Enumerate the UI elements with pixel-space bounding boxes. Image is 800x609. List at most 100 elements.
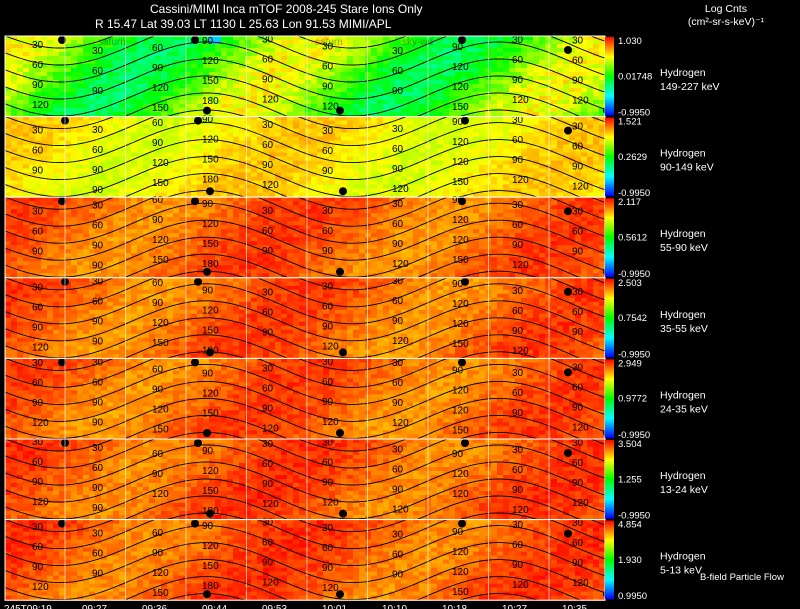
heatmap-cell bbox=[545, 176, 552, 182]
heatmap-cell bbox=[347, 217, 354, 222]
heatmap-cell bbox=[521, 116, 528, 122]
heatmap-cell bbox=[95, 40, 102, 45]
heatmap-cell bbox=[257, 124, 264, 130]
heatmap-cell bbox=[353, 56, 360, 61]
heatmap-cell bbox=[263, 72, 270, 77]
heatmap-cell bbox=[287, 148, 294, 154]
heatmap-cell bbox=[377, 68, 384, 73]
heatmap-cell bbox=[179, 100, 186, 105]
heatmap-cell bbox=[215, 128, 222, 134]
heatmap-cell bbox=[431, 108, 438, 113]
heatmap-cell bbox=[377, 100, 384, 105]
heatmap-cell bbox=[203, 192, 210, 198]
heatmap-cell bbox=[245, 213, 252, 218]
heatmap-cell bbox=[401, 60, 408, 65]
heatmap-cell bbox=[17, 180, 24, 186]
heatmap-cell bbox=[131, 201, 138, 206]
heatmap-cell bbox=[335, 124, 342, 130]
heatmap-cell bbox=[125, 52, 132, 57]
heatmap-cell bbox=[251, 184, 258, 190]
heatmap-cell bbox=[587, 52, 594, 57]
heatmap-cell bbox=[257, 84, 264, 89]
heatmap-cell bbox=[5, 144, 12, 150]
heatmap-cell bbox=[545, 192, 552, 198]
heatmap-cell bbox=[119, 92, 126, 97]
heatmap-cell bbox=[539, 176, 546, 182]
heatmap-cell bbox=[203, 104, 210, 109]
heatmap-cell bbox=[89, 108, 96, 113]
heatmap-cell bbox=[287, 120, 294, 126]
heatmap-cell bbox=[275, 80, 282, 85]
heatmap-cell bbox=[83, 184, 90, 190]
heatmap-cell bbox=[461, 184, 468, 190]
heatmap-cell bbox=[365, 168, 372, 174]
heatmap-cell bbox=[227, 192, 234, 198]
heatmap-cell bbox=[125, 48, 132, 53]
heatmap-cell bbox=[251, 197, 258, 202]
heatmap-cell bbox=[449, 164, 456, 170]
heatmap-cell bbox=[239, 60, 246, 65]
heatmap-cell bbox=[275, 120, 282, 126]
heatmap-cell bbox=[323, 128, 330, 134]
heatmap-cell bbox=[191, 44, 198, 49]
heatmap-cell bbox=[65, 213, 72, 218]
heatmap-cell bbox=[143, 100, 150, 105]
heatmap-cell bbox=[269, 104, 276, 109]
heatmap-cell bbox=[155, 209, 162, 214]
heatmap-cell bbox=[269, 80, 276, 85]
heatmap-cell bbox=[377, 128, 384, 134]
heatmap-cell bbox=[11, 176, 18, 182]
heatmap-cell bbox=[53, 213, 60, 218]
heatmap-cell bbox=[335, 112, 342, 117]
heatmap-cell bbox=[557, 96, 564, 101]
heatmap-cell bbox=[479, 136, 486, 142]
pitch-angle-contour bbox=[5, 116, 605, 130]
pitch-angle-label: 30 bbox=[92, 46, 104, 57]
heatmap-cell bbox=[185, 192, 192, 198]
heatmap-cell bbox=[23, 56, 30, 61]
heatmap-cell bbox=[101, 60, 108, 65]
heatmap-cell bbox=[215, 160, 222, 166]
heatmap-cell bbox=[419, 213, 426, 218]
heatmap-cell bbox=[515, 160, 522, 166]
heatmap-cell bbox=[41, 197, 48, 202]
heatmap-cell bbox=[239, 152, 246, 158]
heatmap-cell bbox=[515, 180, 522, 186]
heatmap-cell bbox=[371, 197, 378, 202]
heatmap-cell bbox=[293, 36, 300, 41]
heatmap-cell bbox=[347, 213, 354, 218]
heatmap-cell bbox=[305, 76, 312, 81]
heatmap-cell bbox=[65, 108, 72, 113]
heatmap-cell bbox=[53, 68, 60, 73]
heatmap-cell bbox=[107, 116, 114, 122]
heatmap-cell bbox=[371, 96, 378, 101]
heatmap-cell bbox=[17, 168, 24, 174]
heatmap-cell bbox=[215, 140, 222, 146]
heatmap-cell bbox=[317, 60, 324, 65]
heatmap-cell bbox=[395, 176, 402, 182]
heatmap-cell bbox=[311, 80, 318, 85]
heatmap-cell bbox=[521, 168, 528, 174]
heatmap-cell bbox=[377, 116, 384, 122]
heatmap-cell bbox=[353, 112, 360, 117]
heatmap-cell bbox=[281, 100, 288, 105]
heatmap-cell bbox=[11, 124, 18, 130]
heatmap-cell bbox=[299, 64, 306, 69]
heatmap-cell bbox=[131, 52, 138, 57]
heatmap-cell bbox=[173, 60, 180, 65]
heatmap-cell bbox=[365, 213, 372, 218]
heatmap-cell bbox=[137, 144, 144, 150]
heatmap-cell bbox=[209, 164, 216, 170]
heatmap-cell bbox=[527, 172, 534, 178]
heatmap-cell bbox=[581, 40, 588, 45]
heatmap-cell bbox=[173, 213, 180, 218]
heatmap-cell bbox=[359, 152, 366, 158]
heatmap-cell bbox=[41, 164, 48, 170]
heatmap-cell bbox=[443, 152, 450, 158]
heatmap-cell bbox=[563, 96, 570, 101]
heatmap-cell bbox=[497, 88, 504, 93]
heatmap-cell bbox=[347, 144, 354, 150]
heatmap-cell bbox=[341, 168, 348, 174]
heatmap-cell bbox=[497, 128, 504, 134]
heatmap-cell bbox=[473, 201, 480, 206]
